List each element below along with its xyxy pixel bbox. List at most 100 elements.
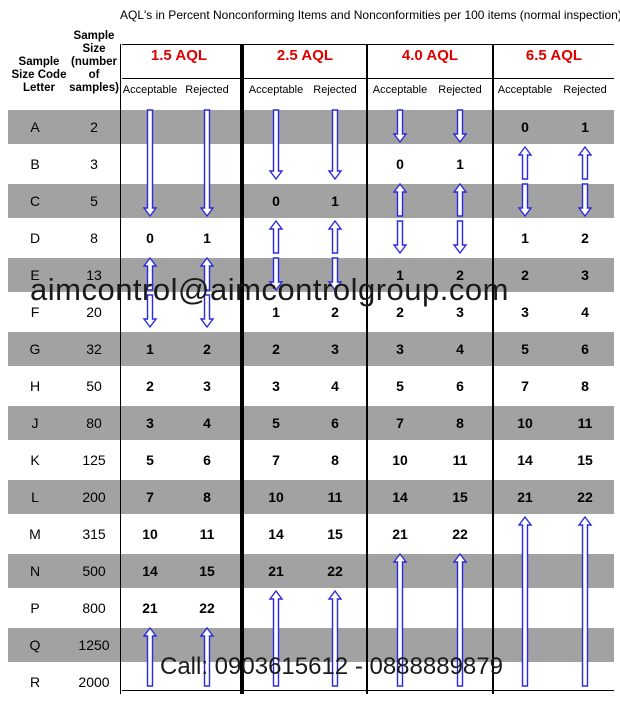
up-arrow-icon [577, 515, 593, 687]
header-size-line: Size [82, 43, 106, 55]
sample-size: 2 [90, 119, 98, 135]
up-arrow-icon [199, 256, 215, 291]
rejection-number: 6 [581, 341, 589, 357]
sample-code-letter: M [29, 526, 41, 542]
rejection-number: 3 [331, 341, 339, 357]
rejection-number: 6 [331, 415, 339, 431]
acceptable-header: Acceptable [122, 84, 178, 96]
down-arrow-icon [452, 220, 468, 255]
acceptance-number: 14 [268, 526, 284, 542]
up-arrow-icon [517, 515, 533, 687]
acceptance-number: 21 [142, 600, 158, 616]
header-size-line: Sample [73, 30, 115, 42]
sample-size: 2000 [78, 674, 110, 690]
up-arrow-icon [199, 626, 215, 687]
down-arrow-icon [142, 294, 158, 329]
table-title: AQL's in Percent Nonconforming Items and… [120, 8, 620, 22]
acceptance-number: 0 [521, 119, 529, 135]
down-arrow-icon [392, 220, 408, 255]
group-divider [492, 44, 494, 694]
group-divider [240, 44, 243, 694]
header-code-column: Sample Size Code Letter [6, 56, 72, 95]
down-arrow-icon [268, 257, 284, 292]
rejection-number: 11 [199, 526, 215, 542]
down-arrow-icon [268, 109, 284, 181]
acceptance-number: 0 [146, 230, 154, 246]
acceptance-number: 10 [268, 489, 284, 505]
sample-code-letter: H [29, 378, 41, 394]
rejection-number: 1 [203, 230, 211, 246]
acceptance-number: 3 [146, 415, 154, 431]
down-arrow-icon [517, 183, 533, 218]
row-band [8, 628, 614, 662]
sample-size: 200 [82, 489, 106, 505]
down-arrow-icon [142, 109, 158, 218]
up-arrow-icon [327, 219, 343, 254]
acceptance-number: 5 [521, 341, 529, 357]
acceptance-number: 21 [268, 563, 284, 579]
sample-size: 1250 [78, 637, 110, 653]
rejection-number: 15 [199, 563, 215, 579]
rejection-number: 6 [203, 452, 211, 468]
acceptance-number: 2 [521, 267, 529, 283]
sample-size: 13 [86, 267, 102, 283]
up-arrow-icon [142, 256, 158, 291]
row-band [8, 480, 614, 514]
aql-level-label: 1.5 AQL [150, 47, 208, 64]
up-arrow-icon [452, 182, 468, 217]
rejection-number: 2 [581, 230, 589, 246]
acceptance-number: 10 [392, 452, 408, 468]
rejection-number: 6 [456, 378, 464, 394]
rejection-number: 8 [331, 452, 339, 468]
group-divider [366, 44, 368, 694]
sample-code-letter: D [29, 230, 41, 246]
sample-code-letter: E [30, 267, 40, 283]
rejection-number: 2 [456, 267, 464, 283]
header-code-line: Letter [23, 82, 55, 94]
acceptance-number: 3 [396, 341, 404, 357]
sample-code-letter: N [29, 563, 41, 579]
rejection-number: 2 [331, 304, 339, 320]
down-arrow-icon [577, 183, 593, 218]
row-band [8, 110, 614, 144]
sample-code-letter: K [30, 452, 40, 468]
rejection-number: 1 [456, 156, 464, 172]
acceptance-number: 14 [392, 489, 408, 505]
sample-size: 50 [86, 378, 102, 394]
row-band [8, 258, 614, 292]
aql-level-label: 4.0 AQL [401, 47, 459, 64]
sample-code-letter: R [29, 674, 41, 690]
rejected-header: Rejected [438, 84, 482, 96]
email-watermark: aimcontrol@aimcontrolgroup.com [30, 272, 509, 307]
acceptance-number: 1 [396, 267, 404, 283]
group-divider [120, 44, 121, 694]
rejection-number: 11 [452, 452, 468, 468]
rejection-number: 22 [199, 600, 215, 616]
rejection-number: 1 [581, 119, 589, 135]
row-band [8, 406, 614, 440]
acceptance-number: 2 [396, 304, 404, 320]
acceptance-number: 21 [392, 526, 408, 542]
header-size-line: samples) [69, 82, 119, 94]
sample-size: 125 [82, 452, 106, 468]
header-size-line: of [88, 69, 100, 81]
acceptable-header: Acceptable [248, 84, 304, 96]
down-arrow-icon [452, 109, 468, 144]
acceptance-number: 5 [272, 415, 280, 431]
sample-code-letter: J [31, 415, 39, 431]
group-divider [243, 44, 244, 694]
rejection-number: 15 [452, 489, 468, 505]
rejection-number: 11 [577, 415, 593, 431]
acceptance-number: 5 [146, 452, 154, 468]
acceptance-number: 10 [517, 415, 533, 431]
sample-size: 80 [86, 415, 102, 431]
acceptance-number: 1 [521, 230, 529, 246]
rejection-number: 3 [456, 304, 464, 320]
rejection-number: 11 [327, 489, 343, 505]
acceptance-number: 0 [396, 156, 404, 172]
rejection-number: 15 [327, 526, 343, 542]
acceptance-number: 5 [396, 378, 404, 394]
up-arrow-icon [392, 182, 408, 217]
acceptance-number: 10 [142, 526, 158, 542]
